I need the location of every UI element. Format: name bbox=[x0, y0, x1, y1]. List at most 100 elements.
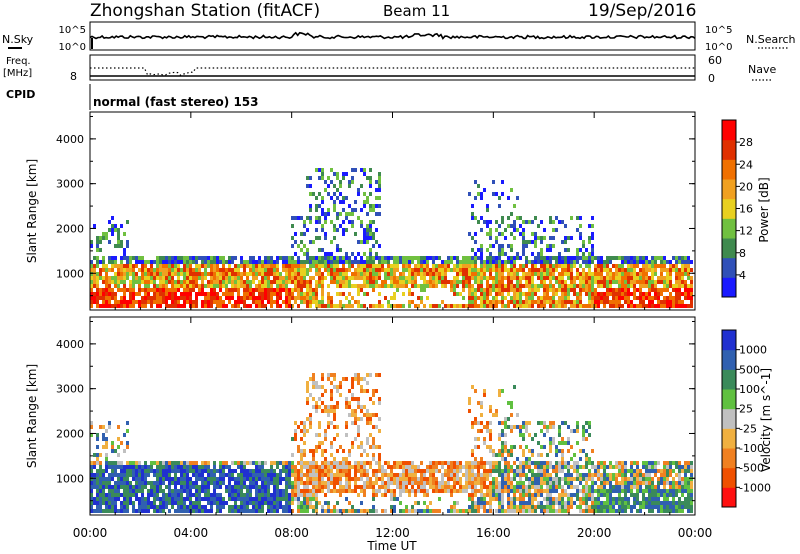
heatmap-cell bbox=[669, 276, 672, 280]
heatmap-cell bbox=[489, 421, 492, 425]
heatmap-cell bbox=[594, 304, 597, 308]
heatmap-cell bbox=[600, 465, 603, 469]
heatmap-cell bbox=[300, 437, 303, 441]
heatmap-cell bbox=[225, 473, 228, 477]
heatmap-cell bbox=[228, 477, 231, 481]
heatmap-cell bbox=[474, 304, 477, 308]
heatmap-cell bbox=[531, 449, 534, 453]
heatmap-cell bbox=[432, 256, 435, 260]
heatmap-cell bbox=[615, 264, 618, 268]
heatmap-cell bbox=[360, 224, 363, 228]
heatmap-cell bbox=[654, 256, 657, 260]
heatmap-cell bbox=[378, 397, 381, 401]
heatmap-cell bbox=[351, 264, 354, 268]
heatmap-cell bbox=[531, 260, 534, 264]
heatmap-cell bbox=[258, 505, 261, 509]
heatmap-cell bbox=[90, 505, 93, 509]
heatmap-cell bbox=[654, 280, 657, 284]
heatmap-cell bbox=[312, 497, 315, 501]
heatmap-cell bbox=[519, 473, 522, 477]
heatmap-cell bbox=[141, 469, 144, 473]
heatmap-cell bbox=[363, 405, 366, 409]
heatmap-cell bbox=[618, 300, 621, 304]
y-tick-label: 1000 bbox=[56, 267, 84, 280]
heatmap-cell bbox=[639, 477, 642, 481]
heatmap-cell bbox=[276, 473, 279, 477]
heatmap-cell bbox=[495, 465, 498, 469]
heatmap-cell bbox=[126, 304, 129, 308]
heatmap-cell bbox=[360, 208, 363, 212]
heatmap-cell bbox=[669, 292, 672, 296]
heatmap-cell bbox=[501, 296, 504, 300]
heatmap-cell bbox=[546, 485, 549, 489]
heatmap-cell bbox=[474, 264, 477, 268]
heatmap-cell bbox=[462, 304, 465, 308]
heatmap-cell bbox=[477, 248, 480, 252]
heatmap-cell bbox=[480, 296, 483, 300]
heatmap-cell bbox=[183, 260, 186, 264]
heatmap-cell bbox=[573, 260, 576, 264]
heatmap-cell bbox=[375, 264, 378, 268]
heatmap-cell bbox=[549, 449, 552, 453]
heatmap-cell bbox=[360, 377, 363, 381]
heatmap-cell bbox=[267, 284, 270, 288]
heatmap-cell bbox=[348, 284, 351, 288]
heatmap-cell bbox=[192, 509, 195, 513]
heatmap-cell bbox=[90, 433, 93, 437]
y-tick-label: 4000 bbox=[56, 133, 84, 146]
heatmap-cell bbox=[144, 477, 147, 481]
heatmap-cell bbox=[276, 296, 279, 300]
heatmap-cell bbox=[483, 461, 486, 465]
heatmap-cell bbox=[297, 425, 300, 429]
heatmap-cell bbox=[186, 280, 189, 284]
heatmap-cell bbox=[504, 465, 507, 469]
heatmap-cell bbox=[567, 469, 570, 473]
heatmap-cell bbox=[612, 477, 615, 481]
heatmap-cell bbox=[357, 425, 360, 429]
heatmap-cell bbox=[582, 509, 585, 513]
freq-tick: 8 bbox=[70, 70, 77, 83]
heatmap-cell bbox=[357, 381, 360, 385]
heatmap-cell bbox=[105, 288, 108, 292]
heatmap-cell bbox=[369, 192, 372, 196]
heatmap-cell bbox=[342, 284, 345, 288]
heatmap-cell bbox=[636, 296, 639, 300]
heatmap-cell bbox=[201, 264, 204, 268]
heatmap-cell bbox=[660, 493, 663, 497]
heatmap-cell bbox=[540, 429, 543, 433]
heatmap-cell bbox=[345, 485, 348, 489]
heatmap-cell bbox=[237, 489, 240, 493]
heatmap-cell bbox=[378, 176, 381, 180]
heatmap-cell bbox=[327, 304, 330, 308]
heatmap-cell bbox=[576, 469, 579, 473]
heatmap-cell bbox=[321, 373, 324, 377]
heatmap-cell bbox=[114, 481, 117, 485]
heatmap-cell bbox=[126, 497, 129, 501]
heatmap-cell bbox=[153, 481, 156, 485]
heatmap-cell bbox=[222, 497, 225, 501]
heatmap-cell bbox=[519, 300, 522, 304]
heatmap-cell bbox=[177, 304, 180, 308]
heatmap-cell bbox=[123, 248, 126, 252]
heatmap-cell bbox=[609, 497, 612, 501]
heatmap-cell bbox=[483, 425, 486, 429]
heatmap-cell bbox=[645, 280, 648, 284]
heatmap-cell bbox=[294, 232, 297, 236]
heatmap-cell bbox=[192, 481, 195, 485]
heatmap-cell bbox=[522, 425, 525, 429]
heatmap-cell bbox=[549, 441, 552, 445]
heatmap-cell bbox=[480, 280, 483, 284]
heatmap-cell bbox=[516, 413, 519, 417]
heatmap-cell bbox=[549, 485, 552, 489]
heatmap-cell bbox=[501, 485, 504, 489]
heatmap-cell bbox=[210, 509, 213, 513]
heatmap-cell bbox=[432, 280, 435, 284]
heatmap-cell bbox=[369, 256, 372, 260]
heatmap-cell bbox=[525, 244, 528, 248]
heatmap-cell bbox=[546, 248, 549, 252]
heatmap-cell bbox=[108, 240, 111, 244]
heatmap-cell bbox=[519, 493, 522, 497]
heatmap-cell bbox=[231, 268, 234, 272]
heatmap-cell bbox=[396, 477, 399, 481]
heatmap-cell bbox=[246, 276, 249, 280]
